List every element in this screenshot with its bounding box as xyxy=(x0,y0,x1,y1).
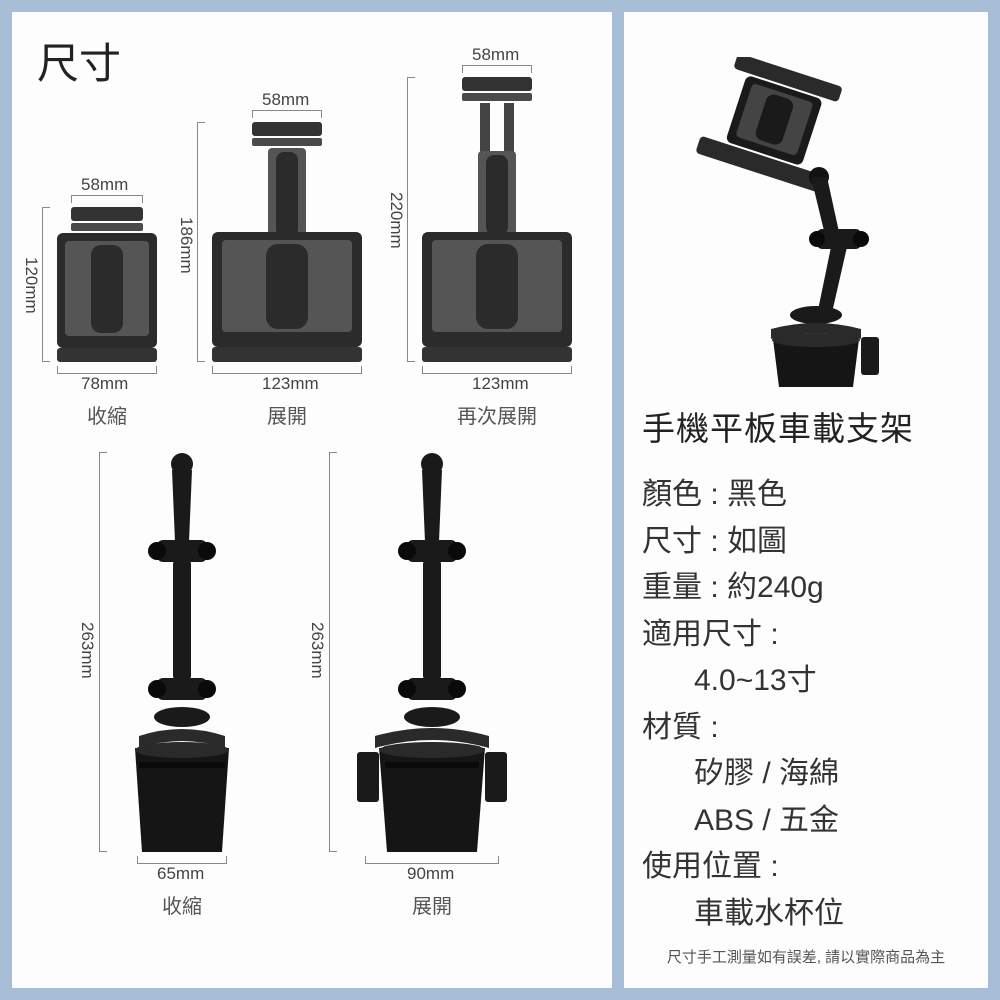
clamp-dimensions-row: 58mm 120mm 78mm 收縮 xyxy=(12,52,612,452)
dim-label: 123mm xyxy=(472,374,529,394)
mount-expanded: 263mm xyxy=(357,452,507,919)
mount-dimensions-row: 263mm xyxy=(12,452,612,982)
spec-line: 重量 : 約240g xyxy=(642,565,970,612)
clamp-expanded: 58mm 186mm 123mm xyxy=(212,122,362,429)
state-label: 收縮 xyxy=(87,400,127,429)
spec-line: 顏色 : 黑色 xyxy=(642,472,970,519)
clamp-icon xyxy=(57,207,157,362)
dim-label: 186mm xyxy=(176,217,196,274)
dim-label: 120mm xyxy=(21,257,41,314)
dim-label: 58mm xyxy=(262,90,309,110)
dim-label: 58mm xyxy=(81,175,128,195)
state-label: 再次展開 xyxy=(457,400,537,429)
spec-line: 適用尺寸 : xyxy=(642,612,970,659)
state-label: 展開 xyxy=(412,890,452,919)
dim-label: 58mm xyxy=(472,45,519,65)
dim-label: 123mm xyxy=(262,374,319,394)
product-image xyxy=(691,37,921,387)
clamp-icon xyxy=(212,122,362,362)
disclaimer-text: 尺寸手工測量如有誤差, 請以實際商品為主 xyxy=(642,946,970,973)
dimensions-panel: 尺寸 58mm 120mm xyxy=(12,12,612,988)
spec-line: 4.0~13寸 xyxy=(642,658,970,705)
dim-label: 263mm xyxy=(307,622,327,679)
dim-label: 78mm xyxy=(81,374,128,394)
product-info-panel: 手機平板車載支架 顏色 : 黑色尺寸 : 如圖重量 : 約240g適用尺寸 : … xyxy=(624,12,988,988)
state-label: 收縮 xyxy=(162,890,202,919)
product-title: 手機平板車載支架 xyxy=(642,402,970,450)
dim-label: 90mm xyxy=(407,864,454,884)
clamp-fully-expanded: 58mm 220mm xyxy=(422,77,572,429)
spec-line: ABS / 五金 xyxy=(642,798,970,845)
spec-line: 尺寸 : 如圖 xyxy=(642,519,970,566)
spec-line: 矽膠 / 海綿 xyxy=(642,751,970,798)
spec-list: 顏色 : 黑色尺寸 : 如圖重量 : 約240g適用尺寸 : 4.0~13寸材質… xyxy=(642,472,970,937)
mount-collapsed: 263mm xyxy=(127,452,237,919)
dim-label: 220mm xyxy=(386,192,406,249)
mount-icon xyxy=(127,452,237,852)
dim-label: 65mm xyxy=(157,864,204,884)
clamp-collapsed: 58mm 120mm 78mm 收縮 xyxy=(57,207,157,429)
spec-line: 使用位置 : xyxy=(642,844,970,891)
clamp-icon xyxy=(422,77,572,362)
spec-line: 車載水杯位 xyxy=(642,891,970,938)
mount-icon xyxy=(357,452,507,852)
product-mount-icon xyxy=(691,57,921,387)
spec-line: 材質 : xyxy=(642,705,970,752)
state-label: 展開 xyxy=(267,400,307,429)
dim-label: 263mm xyxy=(77,622,97,679)
